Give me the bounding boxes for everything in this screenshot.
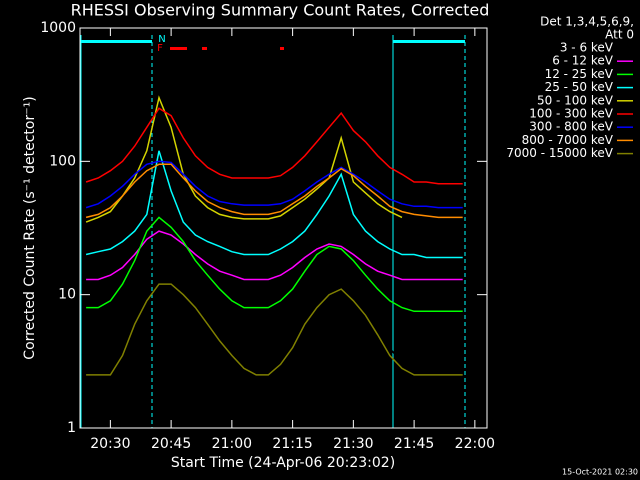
series-line: [85, 163, 463, 219]
series-line: [85, 107, 463, 185]
legend-label: 25 - 50 keV: [545, 80, 614, 94]
x-tick-label: 22:00: [455, 436, 495, 452]
night-bar: [393, 40, 465, 43]
flare-bar: [170, 47, 187, 50]
series-line: [86, 230, 463, 281]
legend-label: 12 - 25 keV: [545, 67, 614, 81]
legend-label: 3 - 6 keV: [560, 41, 614, 55]
legend-label: 50 - 100 keV: [537, 93, 614, 107]
y-tick-label: 1000: [40, 20, 76, 36]
series-line: [86, 253, 463, 376]
series-line: [86, 283, 463, 376]
series-line: [85, 95, 403, 223]
x-tick-label: 20:45: [151, 436, 191, 452]
series-line: [85, 160, 463, 209]
y-tick-label: 10: [58, 287, 76, 303]
legend-label: 100 - 300 keV: [529, 107, 613, 121]
y-axis-label: Corrected Count Rate (s⁻¹ detector⁻¹): [22, 96, 38, 359]
night-bar: [80, 40, 152, 43]
series-line: [85, 150, 463, 259]
x-tick-label: 21:00: [212, 436, 252, 452]
x-tick-label: 20:30: [90, 436, 130, 452]
plot-frame: [79, 27, 488, 429]
footer: 15-Oct-2021 02:30: [562, 468, 638, 477]
legend-label: 300 - 800 keV: [529, 120, 613, 134]
legend-label: 6 - 12 keV: [552, 54, 614, 68]
legend-title: Att 0: [605, 28, 634, 42]
x-tick-label: 21:15: [272, 436, 312, 452]
legend-title: Det 1,3,4,5,6,9,: [540, 15, 634, 29]
y-tick-label: 100: [49, 153, 76, 169]
chart-title: RHESSI Observing Summary Count Rates, Co…: [71, 1, 490, 20]
annotation: N: [158, 34, 165, 45]
y-tick-label: 1: [67, 420, 76, 436]
annotation: F: [157, 43, 163, 54]
x-axis-label: Start Time (24-Apr-06 20:23:02): [171, 455, 395, 471]
x-tick-label: 21:30: [333, 436, 373, 452]
flare-bar: [280, 47, 284, 50]
flare-bar: [202, 47, 207, 50]
legend-label: 7000 - 15000 keV: [506, 146, 613, 160]
legend-label: 800 - 7000 keV: [522, 133, 614, 147]
x-tick-label: 21:45: [394, 436, 434, 452]
series-line: [86, 216, 463, 313]
